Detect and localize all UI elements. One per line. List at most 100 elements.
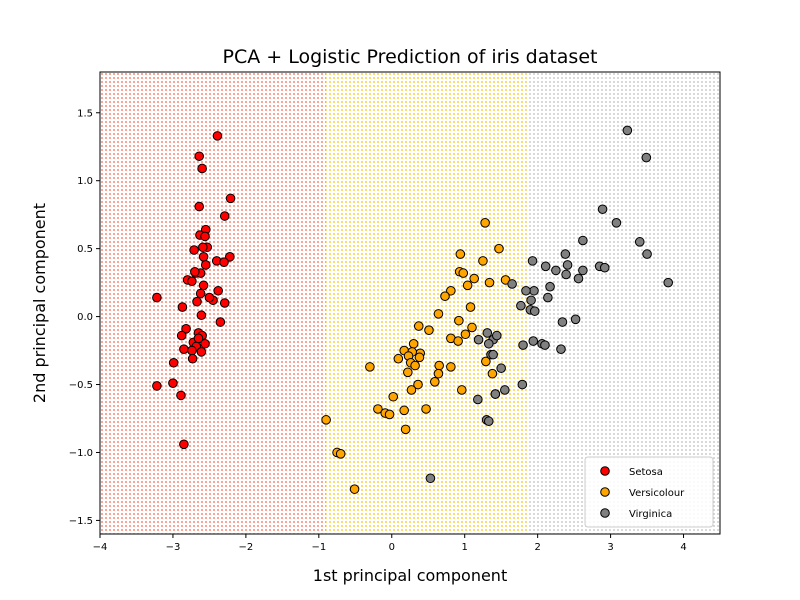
x-tick-label: 2 — [534, 542, 540, 553]
point-setosa — [176, 330, 187, 341]
y-tick-label: −1.0 — [69, 448, 93, 459]
legend-marker-versicolour — [600, 487, 610, 497]
point-virginica — [521, 285, 531, 296]
point-virginica — [622, 125, 633, 136]
point-virginica — [482, 328, 493, 338]
y-tick-label: −1.5 — [69, 516, 93, 527]
point-virginica — [663, 277, 674, 288]
point-setosa — [198, 242, 208, 253]
x-tick-label: 1 — [462, 542, 468, 553]
point-versicolour — [467, 322, 477, 333]
point-virginica — [529, 306, 540, 316]
point-virginica — [540, 340, 550, 350]
point-virginica — [483, 416, 494, 427]
point-versicolour — [446, 285, 456, 296]
point-virginica — [483, 338, 494, 349]
chart-title: PCA + Logistic Prediction of iris datase… — [223, 46, 598, 68]
point-virginica — [557, 317, 568, 327]
point-virginica — [562, 260, 573, 270]
point-virginica — [516, 300, 526, 311]
point-virginica — [492, 330, 502, 341]
point-setosa — [189, 245, 199, 255]
point-setosa — [168, 378, 178, 388]
point-versicolour — [349, 484, 360, 494]
legend-label-setosa: Setosa — [629, 467, 663, 478]
point-setosa — [198, 280, 209, 291]
legend-marker-virginica — [600, 508, 610, 518]
point-versicolour — [388, 391, 399, 402]
point-versicolour — [465, 302, 476, 312]
x-tick-label: 0 — [389, 542, 395, 553]
point-virginica — [556, 344, 566, 355]
point-versicolour — [424, 325, 434, 335]
point-versicolour — [321, 415, 331, 425]
point-versicolour — [433, 368, 444, 379]
point-virginica — [518, 340, 528, 350]
point-versicolour — [494, 243, 504, 254]
point-virginica — [551, 265, 561, 276]
x-axis-label: 1st principal component — [313, 566, 507, 585]
x-tick-label: −2 — [239, 542, 254, 553]
legend-label-versicolour: Versicolour — [629, 488, 685, 499]
point-versicolour — [440, 291, 450, 302]
point-versicolour — [400, 424, 411, 435]
point-versicolour — [453, 336, 463, 346]
point-virginica — [578, 235, 588, 246]
point-virginica — [540, 261, 551, 272]
point-setosa — [215, 317, 226, 327]
point-versicolour — [487, 368, 498, 379]
point-virginica — [425, 473, 436, 484]
point-virginica — [573, 273, 584, 284]
point-setosa — [196, 310, 207, 321]
point-versicolour — [469, 273, 479, 284]
point-versicolour — [413, 321, 424, 331]
point-virginica — [496, 363, 506, 374]
x-axis: −4 −3 −2 −1 0 1 2 3 4 — [93, 534, 687, 553]
point-setosa — [219, 298, 230, 308]
point-versicolour — [410, 360, 420, 371]
point-versicolour — [421, 404, 431, 414]
point-versicolour — [399, 405, 409, 416]
point-versicolour — [335, 449, 346, 459]
point-setosa — [194, 151, 204, 162]
point-virginica — [527, 256, 538, 266]
point-versicolour — [481, 356, 491, 367]
point-versicolour — [384, 409, 395, 420]
point-virginica — [578, 265, 588, 276]
point-versicolour — [478, 256, 488, 266]
point-virginica — [526, 295, 536, 306]
point-versicolour — [414, 352, 425, 363]
point-setosa — [213, 285, 223, 296]
point-virginica — [490, 389, 501, 399]
point-setosa — [193, 333, 204, 344]
legend-box — [584, 456, 714, 528]
point-setosa — [219, 211, 230, 221]
point-virginica — [500, 385, 510, 395]
point-virginica — [507, 279, 517, 289]
point-versicolour — [408, 338, 419, 349]
point-virginica — [517, 379, 528, 390]
point-setosa — [179, 344, 189, 355]
point-versicolour — [462, 280, 473, 291]
point-versicolour — [458, 268, 469, 278]
point-setosa — [176, 390, 186, 401]
point-setosa — [168, 357, 179, 368]
y-axis: −1.5 −1.0 −0.5 0.0 0.5 1.0 1.5 — [69, 108, 100, 527]
point-versicolour — [460, 329, 471, 340]
point-setosa — [225, 193, 236, 204]
decision-region-layer — [100, 72, 720, 534]
point-setosa — [200, 260, 211, 270]
point-setosa — [204, 292, 215, 303]
point-versicolour — [480, 218, 490, 228]
point-setosa — [152, 292, 162, 303]
y-axis-label: 2nd principal component — [30, 203, 49, 403]
y-tick-label: 0.0 — [77, 312, 93, 323]
point-setosa — [152, 381, 162, 391]
x-tick-label: −3 — [166, 542, 181, 553]
x-tick-label: 4 — [680, 542, 686, 553]
point-virginica — [570, 314, 581, 325]
point-virginica — [473, 334, 484, 345]
point-setosa — [181, 324, 191, 334]
point-virginica — [641, 152, 652, 163]
